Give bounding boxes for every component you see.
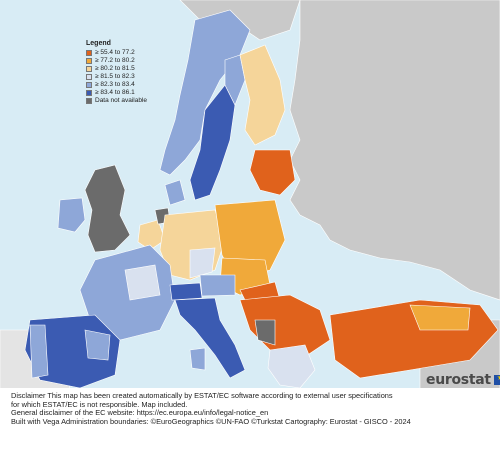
legend-swatch (86, 74, 92, 80)
italy-region (174, 297, 246, 379)
sweden-region (189, 54, 246, 201)
disclaimer-footer: Disclaimer This map has been created aut… (0, 388, 500, 458)
legend-item-label: ≥ 55.4 to 77.2 (95, 49, 135, 56)
legend-item: ≥ 81.5 to 82.3 (86, 73, 182, 81)
baltic-region (249, 149, 296, 196)
legend-item: Data not available (86, 97, 182, 105)
legend-swatch (86, 50, 92, 56)
disclaimer-line: General disclaimer of the EC website: ht… (11, 408, 269, 418)
finland-region (239, 44, 286, 146)
map-legend: Legend ≥ 55.4 to 77.2 ≥ 77.2 to 80.2 ≥ 8… (86, 40, 182, 105)
disclaimer-line: for which ESTAT/EC is not responsible. M… (11, 399, 188, 409)
benelux-region (137, 179, 186, 251)
europe-map (0, 0, 500, 390)
eu-flag-icon (493, 373, 500, 385)
france-region (79, 244, 176, 341)
legend-item: ≥ 80.2 to 81.5 (86, 65, 182, 73)
norway-region (159, 9, 251, 176)
legend-swatch (86, 82, 92, 88)
balkans-region (239, 294, 331, 361)
legend-swatch (86, 58, 92, 64)
iberia-region (24, 314, 121, 389)
logo-text: eurostat (426, 372, 491, 388)
legend-item-label: ≥ 77.2 to 80.2 (95, 57, 135, 64)
legend-item-label: ≥ 81.5 to 82.3 (95, 73, 135, 80)
ireland-region (57, 197, 86, 233)
disclaimer-line: Disclaimer This map has been created aut… (11, 391, 393, 400)
legend-swatch (86, 90, 92, 96)
turkey-region (329, 299, 499, 379)
legend-item-label: ≥ 80.2 to 81.5 (95, 65, 135, 72)
legend-swatch (86, 66, 92, 72)
legend-item-label: ≥ 82.3 to 83.4 (95, 81, 135, 88)
legend-item-label: Data not available (95, 97, 148, 104)
legend-item: ≥ 82.3 to 83.4 (86, 81, 182, 89)
legend-item: ≥ 83.4 to 86.1 (86, 89, 182, 97)
legend-title: Legend (86, 40, 111, 47)
legend-swatch (86, 98, 92, 104)
uk-region (84, 164, 131, 253)
legend-item: ≥ 77.2 to 80.2 (86, 57, 182, 65)
eurostat-logo: eurostat (426, 372, 500, 388)
legend-item: ≥ 55.4 to 77.2 (86, 49, 182, 57)
disclaimer-line: Built with Vega Administration boundarie… (11, 417, 411, 427)
alpine-region (169, 274, 236, 301)
legend-item-label: ≥ 83.4 to 86.1 (95, 89, 135, 96)
